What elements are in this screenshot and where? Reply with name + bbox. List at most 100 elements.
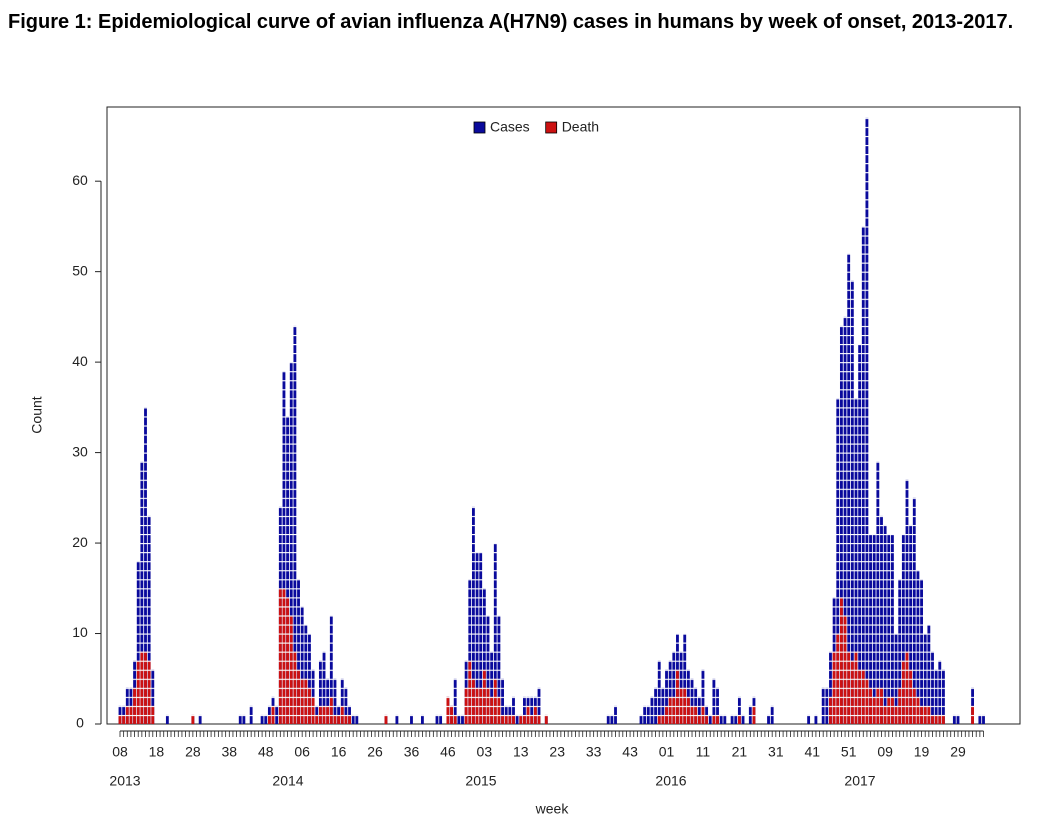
bar <box>716 714 719 724</box>
y-tick-label: 40 <box>72 353 88 369</box>
bar <box>843 316 847 724</box>
bar <box>923 705 927 724</box>
bar <box>420 714 424 724</box>
year-label: 2013 <box>109 773 140 789</box>
bar <box>329 696 333 724</box>
bar <box>701 669 705 724</box>
bar <box>683 633 687 724</box>
bar <box>887 696 891 724</box>
x-tick-label: 03 <box>477 744 493 760</box>
bar <box>329 615 333 724</box>
bar <box>898 687 902 724</box>
bar <box>140 461 144 724</box>
x-tick-label: 33 <box>586 744 602 760</box>
x-tick-label: 11 <box>696 744 711 760</box>
y-tick-label: 20 <box>72 534 88 550</box>
bar <box>668 696 672 724</box>
bar <box>610 714 614 724</box>
bar <box>697 714 701 724</box>
bar <box>901 534 905 724</box>
bar <box>923 633 927 724</box>
x-tick-label: 19 <box>914 744 930 760</box>
bar <box>136 660 140 724</box>
bar <box>876 687 880 724</box>
bar <box>712 714 716 724</box>
bar <box>501 714 504 724</box>
bar <box>927 624 931 724</box>
bar <box>344 687 348 724</box>
bar <box>836 398 840 724</box>
bar <box>493 678 497 724</box>
x-tick-label: 51 <box>841 744 857 760</box>
bar <box>654 687 658 724</box>
bar <box>311 696 315 724</box>
bar <box>752 705 756 724</box>
bar <box>905 651 909 724</box>
bar <box>821 687 825 724</box>
bar <box>260 714 264 724</box>
bar <box>297 579 300 724</box>
x-axis-label: week <box>535 801 570 817</box>
bar <box>829 651 832 724</box>
bar <box>523 696 526 724</box>
bar <box>238 714 242 724</box>
bar <box>304 678 308 724</box>
bar <box>512 696 515 724</box>
bar <box>355 714 359 724</box>
bar <box>657 714 661 724</box>
bar <box>894 633 898 724</box>
bar <box>916 570 920 724</box>
bar <box>523 714 526 724</box>
bar <box>934 669 938 724</box>
bar <box>952 714 956 724</box>
year-label: 2014 <box>272 773 303 789</box>
bar <box>719 714 723 724</box>
bar <box>497 696 501 724</box>
bar <box>333 714 337 724</box>
bar <box>723 714 727 724</box>
bar <box>300 606 304 724</box>
y-tick-label: 10 <box>72 624 88 640</box>
bar <box>289 615 293 724</box>
x-tick-label: 13 <box>513 744 529 760</box>
bar <box>697 696 701 724</box>
bar <box>705 714 709 724</box>
x-tick-label: 06 <box>294 744 310 760</box>
bar <box>147 515 151 724</box>
bar <box>490 696 494 724</box>
bar <box>340 678 344 724</box>
bar <box>931 651 934 724</box>
bar <box>956 714 960 724</box>
bar <box>748 705 752 724</box>
bar <box>439 714 443 724</box>
bar <box>854 651 858 724</box>
x-tick-label: 29 <box>950 744 966 760</box>
bar <box>690 705 694 724</box>
bar <box>286 416 290 724</box>
bar <box>676 669 679 724</box>
bar <box>712 678 716 724</box>
x-tick-label: 43 <box>622 744 638 760</box>
bar <box>843 615 847 724</box>
bar <box>326 705 330 724</box>
bar <box>898 579 902 724</box>
x-tick-label: 09 <box>877 744 893 760</box>
bar <box>737 714 741 724</box>
y-tick-label: 60 <box>72 172 88 188</box>
year-label: 2017 <box>844 773 875 789</box>
bar <box>606 714 610 724</box>
y-axis-label: Count <box>29 396 45 433</box>
bar <box>278 588 282 724</box>
bar <box>264 714 268 724</box>
legend-label: Cases <box>490 119 530 135</box>
x-tick-label: 38 <box>222 744 238 760</box>
bar <box>850 280 854 724</box>
bar <box>767 714 770 724</box>
bar <box>249 705 253 724</box>
bar <box>770 705 774 724</box>
bar <box>468 579 472 724</box>
bar <box>267 714 271 724</box>
bar <box>508 714 512 724</box>
bar <box>858 344 862 724</box>
